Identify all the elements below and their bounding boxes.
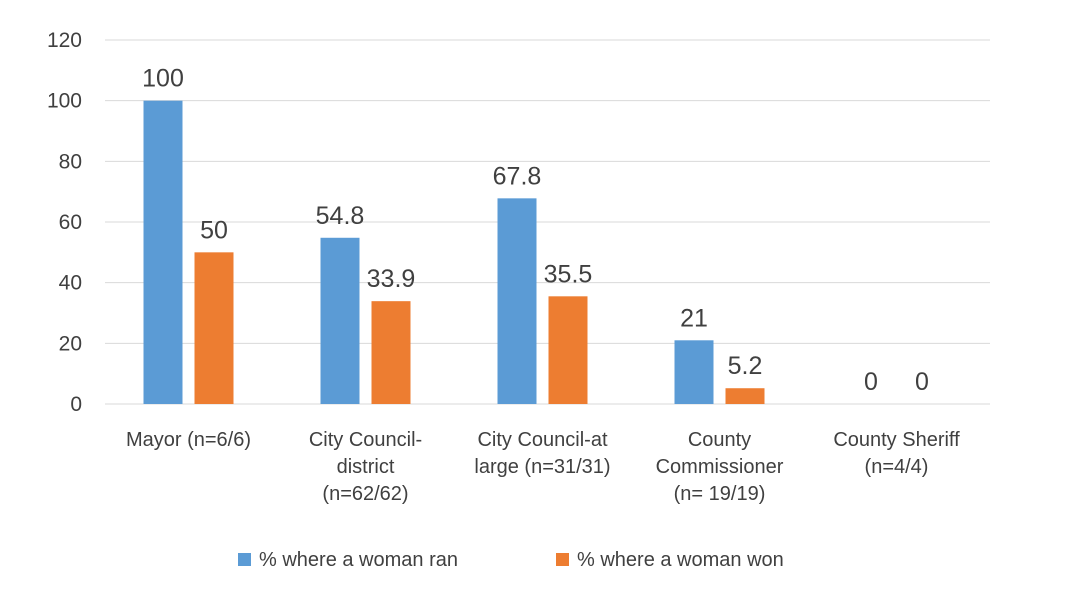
y-tick-label: 20 xyxy=(59,332,82,355)
data-label: 100 xyxy=(142,65,184,93)
category-label: Mayor (n=6/6) xyxy=(126,429,251,451)
data-label: 0 xyxy=(864,368,878,396)
y-tick-label: 40 xyxy=(59,272,82,295)
category-label: City Council-at xyxy=(477,429,607,451)
category-label: County xyxy=(688,429,751,451)
bar-ran xyxy=(674,340,714,404)
y-tick-label: 100 xyxy=(47,90,82,113)
data-label: 0 xyxy=(915,368,929,396)
bar-won xyxy=(548,296,588,404)
data-labels: 100 50 54.8 33.9 67.8 35.5 21 5.2 0 0 xyxy=(142,65,929,396)
y-tick-label: 120 xyxy=(47,29,82,52)
data-label: 67.8 xyxy=(493,162,542,190)
data-label: 35.5 xyxy=(544,260,593,288)
category-label: Commissioner xyxy=(656,456,784,478)
y-tick-label: 60 xyxy=(59,211,82,234)
bar-ran xyxy=(320,237,360,404)
category-label: district xyxy=(337,456,395,478)
bars xyxy=(143,100,765,405)
bar-won xyxy=(725,388,765,404)
data-label: 21 xyxy=(680,304,708,332)
legend-swatch xyxy=(238,553,251,566)
category-label: City Council- xyxy=(309,429,422,451)
bar-ran xyxy=(143,100,183,405)
y-tick-label: 80 xyxy=(59,150,82,173)
category-label: (n=62/62) xyxy=(322,483,408,505)
x-axis-categories: Mayor (n=6/6) City Council-district (n=62/… xyxy=(126,429,960,505)
bar-ran xyxy=(497,198,537,404)
data-label: 5.2 xyxy=(728,352,763,380)
y-axis-ticks: 0 20 40 60 80 100 120 xyxy=(47,29,82,416)
legend-entry: % where a woman ran xyxy=(259,549,458,571)
bar-won xyxy=(194,252,234,404)
category-label: large (n=31/31) xyxy=(474,456,610,478)
category-label: (n=4/4) xyxy=(865,456,929,478)
y-tick-label: 0 xyxy=(70,393,82,416)
data-label: 50 xyxy=(200,216,228,244)
legend-swatch xyxy=(556,553,569,566)
legend-entry: % where a woman won xyxy=(577,549,784,571)
category-label: (n= 19/19) xyxy=(674,483,766,505)
data-label: 54.8 xyxy=(316,202,365,230)
data-label: 33.9 xyxy=(367,265,416,293)
category-label: County Sheriff xyxy=(833,429,960,451)
legend: % where a woman ran % where a woman won xyxy=(238,549,784,571)
gridlines xyxy=(105,39,990,405)
bar-won xyxy=(371,301,411,404)
